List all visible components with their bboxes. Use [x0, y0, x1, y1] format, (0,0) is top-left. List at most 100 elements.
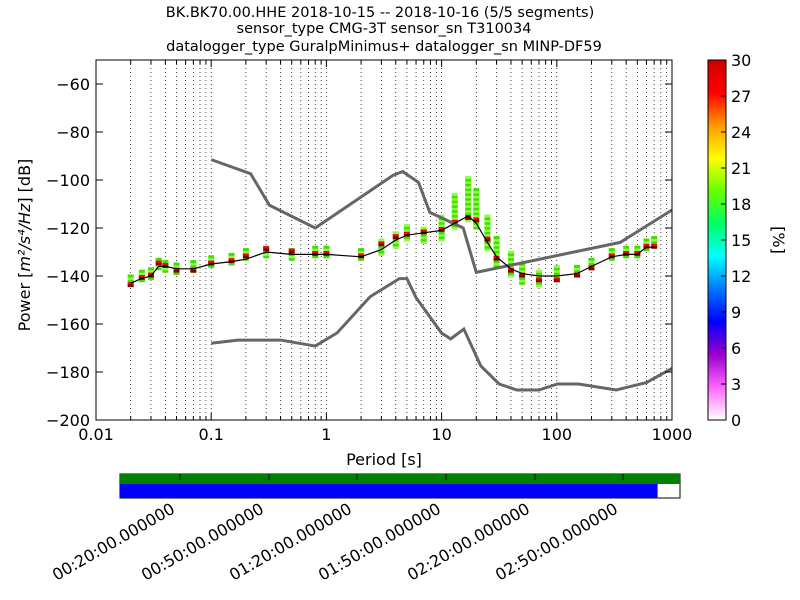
- mean-curve: [130, 215, 655, 284]
- colorbar-tick-label: 24: [731, 123, 751, 142]
- histogram-cell: [173, 262, 180, 266]
- histogram-cell: [465, 183, 472, 187]
- y-tick-label: −180: [46, 363, 90, 382]
- y-axis-label-prefix: Power [: [15, 272, 34, 332]
- histogram-cell: [473, 190, 480, 194]
- histogram-cell: [312, 255, 319, 259]
- histogram-cell: [420, 238, 427, 242]
- histogram-cell: [473, 192, 480, 196]
- mode-cell: [473, 219, 480, 223]
- mode-cell: [127, 284, 134, 288]
- histogram-cell: [451, 214, 458, 218]
- mode-cell-red: [535, 277, 542, 280]
- histogram-cell: [438, 236, 445, 240]
- colorbar-tick-label: 3: [731, 375, 741, 394]
- histogram-cell: [634, 245, 641, 249]
- timeline-gap-bar: [120, 474, 680, 484]
- mode-cell-red: [623, 251, 630, 253]
- histogram-cell: [127, 276, 134, 280]
- histogram-cell: [403, 236, 410, 240]
- histogram-cell: [162, 267, 169, 271]
- histogram-cell: [465, 212, 472, 216]
- mode-cell: [242, 255, 249, 259]
- histogram-cell: [484, 231, 491, 235]
- histogram-cell: [493, 248, 500, 252]
- histogram-cell: [208, 255, 215, 259]
- histogram-cell: [493, 262, 500, 266]
- mode-cell: [507, 269, 514, 273]
- plot-frame: [95, 59, 673, 421]
- mode-cell-red: [484, 236, 491, 239]
- histogram-cell: [190, 262, 197, 266]
- histogram-cell: [263, 255, 270, 259]
- histogram-cell: [403, 224, 410, 228]
- y-tick-label: −80: [56, 123, 90, 142]
- mode-cell-red: [323, 251, 330, 253]
- histogram-cell: [519, 264, 526, 268]
- histogram-cell: [465, 200, 472, 204]
- histogram-cell: [358, 250, 365, 254]
- x-tick-label: 1000: [652, 425, 693, 444]
- histogram-cell: [173, 272, 180, 276]
- histogram-cell: [138, 279, 145, 283]
- histogram-cell: [438, 221, 445, 225]
- histogram-cell: [438, 219, 445, 223]
- histogram-cell: [312, 245, 319, 249]
- histogram-cell: [465, 219, 472, 223]
- histogram-cell: [127, 279, 134, 283]
- histogram-cell: [323, 255, 330, 259]
- histogram-cell: [392, 231, 399, 235]
- histogram-cell: [608, 250, 615, 254]
- mode-cell-red: [288, 248, 295, 251]
- histogram-cell: [162, 269, 169, 273]
- histogram-cell: [263, 252, 270, 256]
- mode-cell-red: [553, 277, 560, 280]
- histogram-cell: [323, 245, 330, 249]
- histogram-cell: [451, 212, 458, 216]
- histogram-cell: [403, 238, 410, 242]
- mode-cell: [288, 250, 295, 254]
- mode-cell-red: [451, 219, 458, 222]
- mode-cell: [574, 274, 581, 278]
- histogram-cell: [420, 236, 427, 240]
- histogram-cell: [493, 240, 500, 244]
- histogram-cell: [553, 264, 560, 268]
- timeline-coverage-bar: [120, 484, 658, 498]
- histogram-cell: [378, 250, 385, 254]
- histogram-cell: [465, 180, 472, 184]
- colorbar-tick-label: 18: [731, 195, 751, 214]
- histogram-cell: [438, 214, 445, 218]
- histogram-cell: [242, 248, 249, 252]
- mode-cell: [588, 267, 595, 271]
- y-tick-label: −160: [46, 315, 90, 334]
- histogram-cell: [465, 185, 472, 189]
- colorbar-label: [%]: [769, 226, 788, 254]
- histogram-cell: [403, 228, 410, 232]
- mode-cell-red: [312, 251, 319, 253]
- histogram-cell: [155, 257, 162, 261]
- histogram-cell: [465, 204, 472, 208]
- histogram-cell: [473, 224, 480, 228]
- histogram-cell: [473, 214, 480, 218]
- histogram-cell: [519, 279, 526, 283]
- mode-cell: [465, 216, 472, 220]
- histogram-cell: [553, 272, 560, 276]
- histogram-cell: [155, 267, 162, 271]
- histogram-cell: [493, 236, 500, 240]
- histogram-cell: [378, 245, 385, 249]
- histogram-cell: [228, 252, 235, 256]
- histogram-cell: [643, 238, 650, 242]
- mode-cell-red: [473, 217, 480, 220]
- histogram-cell: [378, 252, 385, 256]
- histogram-cell: [651, 236, 658, 240]
- mode-cell-red: [651, 243, 658, 246]
- histogram-cell: [173, 264, 180, 268]
- x-tick-label: 100: [542, 425, 573, 444]
- colorbar-ticks: 0 3 6 9 12 15 18 21 24 27 30: [721, 51, 751, 430]
- histogram-cell: [484, 243, 491, 247]
- mode-cell-red: [420, 229, 427, 232]
- histogram-cell: [588, 262, 595, 266]
- histogram-cell: [420, 233, 427, 237]
- histogram-cell: [484, 245, 491, 249]
- histogram-cell: [420, 226, 427, 230]
